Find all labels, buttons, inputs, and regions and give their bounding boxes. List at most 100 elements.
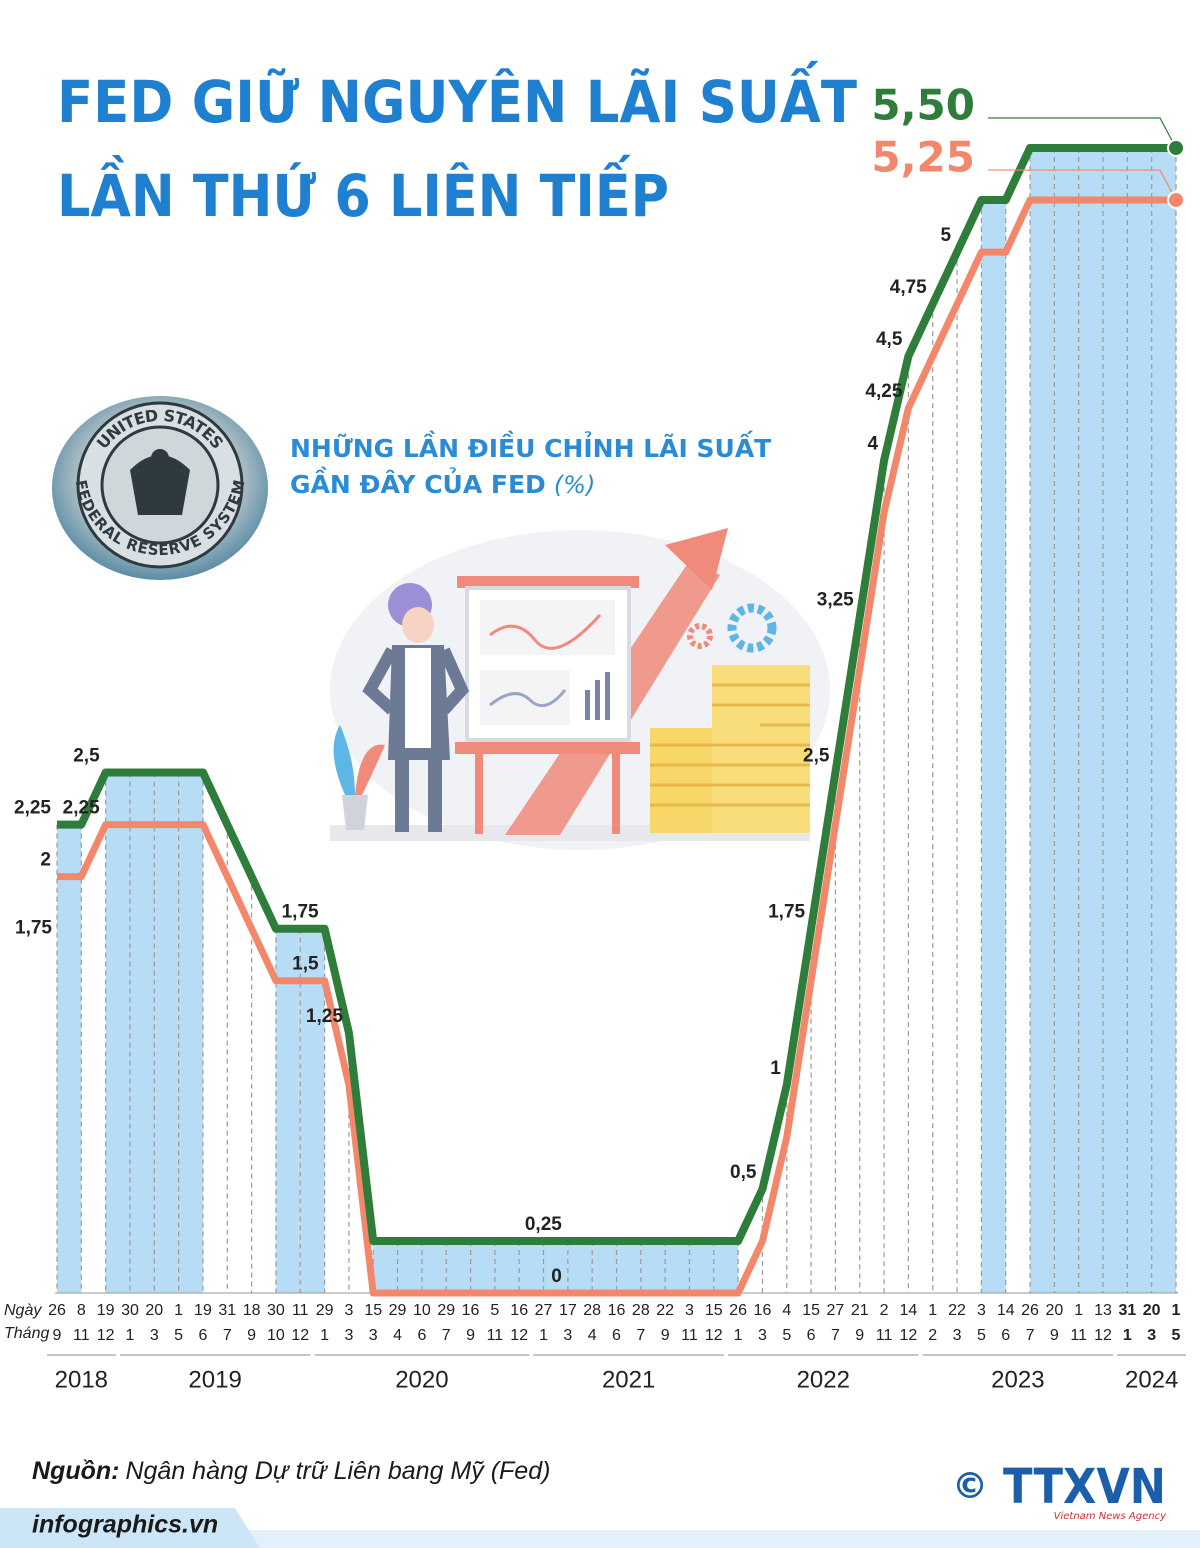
x-day-label: 3 [685, 1302, 694, 1319]
title-line: FED GIỮ NGUYÊN LÃI SUẤT [57, 59, 857, 136]
x-day-label: 20 [145, 1302, 163, 1319]
value-label: 0,5 [730, 1162, 757, 1183]
x-day-label: 5 [490, 1302, 499, 1319]
x-day-label: 31 [1118, 1302, 1136, 1319]
value-label: 2,5 [803, 746, 830, 767]
x-month-label: 12 [291, 1327, 309, 1344]
hold-period [470, 1240, 495, 1293]
x-day-label: 20 [1045, 1302, 1063, 1319]
value-label: 4 [868, 433, 879, 454]
x-month-label: 12 [510, 1327, 528, 1344]
x-day-label: 22 [656, 1302, 674, 1319]
hold-period [154, 772, 179, 1293]
hold-period [129, 772, 155, 1293]
x-month-label: 7 [1026, 1327, 1035, 1344]
hold-period [178, 772, 203, 1293]
value-label: 4,5 [876, 329, 903, 350]
x-day-label: 21 [851, 1302, 869, 1319]
hold-period [1030, 148, 1055, 1293]
year-label: 2023 [991, 1366, 1044, 1393]
x-month-label: 6 [1001, 1327, 1010, 1344]
x-month-label: 11 [73, 1327, 90, 1344]
x-month-label: 1 [734, 1327, 743, 1344]
x-month-label: 9 [247, 1327, 256, 1344]
footer: Nguồn: Ngân hàng Dự trữ Liên bang Mỹ (Fed… [0, 1457, 1200, 1548]
hold-period [105, 772, 130, 1293]
value-label: 4,75 [890, 277, 927, 298]
value-label: 0 [551, 1266, 562, 1287]
hold-period [1127, 148, 1152, 1293]
x-month-label: 6 [612, 1327, 621, 1344]
copyright: © [952, 1466, 988, 1507]
x-month-label: 7 [636, 1327, 645, 1344]
subtitle-text: GẦN ĐÂY CỦA FED [290, 466, 546, 499]
value-label: 2,5 [73, 746, 100, 767]
x-day-label: 29 [316, 1302, 334, 1319]
value-label: 1,25 [306, 1006, 343, 1027]
x-day-label: 31 [218, 1302, 236, 1319]
x-month-label: 3 [758, 1327, 767, 1344]
x-month-label: 7 [442, 1327, 451, 1344]
end-dot [1167, 139, 1185, 157]
x-month-label: 6 [199, 1327, 208, 1344]
x-day-label: 13 [1094, 1302, 1112, 1319]
x-month-label: 6 [807, 1327, 816, 1344]
x-day-label: 1 [174, 1302, 183, 1319]
hold-period [616, 1240, 641, 1293]
x-month-label: 11 [681, 1327, 698, 1344]
value-label: 0,25 [525, 1214, 562, 1235]
x-day-label: 14 [900, 1302, 918, 1319]
hold-period [421, 1240, 447, 1293]
x-month-label: 3 [150, 1327, 159, 1344]
x-month-label: 1 [320, 1327, 329, 1344]
hold-period [1103, 148, 1128, 1293]
x-month-label: 3 [369, 1327, 378, 1344]
x-day-label: 2 [880, 1302, 889, 1319]
x-month-label: 12 [900, 1327, 918, 1344]
x-day-label: 1 [928, 1302, 937, 1319]
leader-line [988, 117, 1177, 149]
x-month-label: 12 [705, 1327, 723, 1344]
x-month-label: 7 [223, 1327, 232, 1344]
fed-seal: UNITED STATES FEDERAL RESERVE SYSTEM [52, 396, 268, 580]
x-day-label: 27 [827, 1302, 845, 1319]
value-label: 1,75 [768, 902, 805, 923]
year-label: 2024 [1125, 1366, 1178, 1393]
hold-period [494, 1240, 520, 1293]
value-label: 4,25 [865, 381, 902, 402]
source-text: Ngân hàng Dự trữ Liên bang Mỹ (Fed) [125, 1457, 550, 1485]
hold-period [1078, 148, 1104, 1293]
subtitle-line: GẦN ĐÂY CỦA FED (%) [290, 466, 595, 499]
rate-line [57, 196, 1176, 1297]
source: Nguồn: Ngân hàng Dự trữ Liên bang Mỹ (Fed… [32, 1457, 550, 1485]
unit: (%) [554, 471, 596, 499]
x-month-label: 5 [174, 1327, 183, 1344]
title-line: LẦN THỨ 6 LIÊN TIẾP [57, 153, 669, 230]
hold-period [689, 1240, 714, 1293]
x-month-label: 6 [417, 1327, 426, 1344]
leader-line [988, 169, 1177, 201]
x-day-label: 29 [389, 1302, 407, 1319]
x-month-label: 11 [1070, 1327, 1087, 1344]
x-day-label: 1 [1074, 1302, 1083, 1319]
value-label: 5 [940, 225, 951, 246]
x-day-label: 28 [583, 1302, 601, 1319]
x-day-label: 15 [364, 1302, 382, 1319]
x-row-label: Tháng [4, 1325, 49, 1342]
website: infographics.vn [32, 1511, 218, 1539]
year-label: 2020 [395, 1366, 448, 1393]
x-day-label: 14 [997, 1302, 1015, 1319]
hold-period [1151, 148, 1176, 1293]
x-month-label: 1 [539, 1327, 548, 1344]
hold-period [300, 928, 325, 1293]
hold-period [543, 1240, 568, 1293]
hold-period [446, 1240, 471, 1293]
year-label: 2019 [188, 1366, 241, 1393]
x-month-label: 1 [1123, 1327, 1132, 1344]
x-day-label: 17 [559, 1302, 577, 1319]
x-day-label: 20 [1143, 1302, 1161, 1319]
x-day-label: 22 [948, 1302, 966, 1319]
year-label: 2021 [602, 1366, 655, 1393]
x-month-label: 9 [1050, 1327, 1059, 1344]
